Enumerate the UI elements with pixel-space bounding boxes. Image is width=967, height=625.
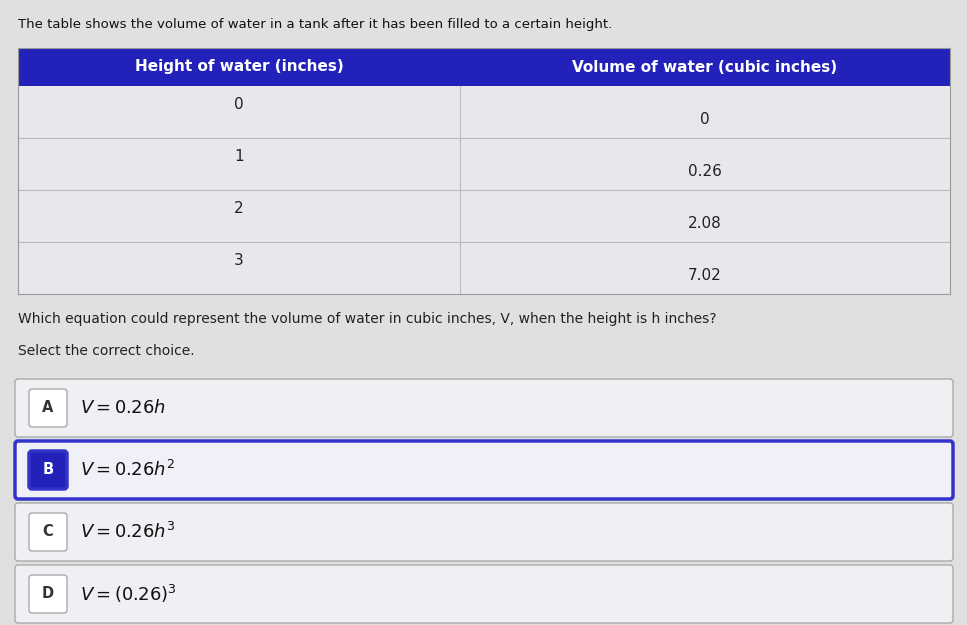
Text: 0.26: 0.26 bbox=[689, 164, 722, 179]
FancyBboxPatch shape bbox=[15, 503, 953, 561]
Text: Volume of water (cubic inches): Volume of water (cubic inches) bbox=[572, 59, 837, 74]
Text: $V = (0.26)^3$: $V = (0.26)^3$ bbox=[80, 583, 177, 605]
Text: A: A bbox=[43, 401, 54, 416]
Text: D: D bbox=[42, 586, 54, 601]
FancyBboxPatch shape bbox=[29, 575, 67, 613]
Text: Which equation could represent the volume of water in cubic inches, V, when the : Which equation could represent the volum… bbox=[18, 312, 717, 326]
FancyBboxPatch shape bbox=[18, 48, 950, 86]
Text: 7.02: 7.02 bbox=[689, 268, 722, 283]
Text: B: B bbox=[43, 462, 53, 478]
Text: $V = 0.26h^2$: $V = 0.26h^2$ bbox=[80, 460, 175, 480]
Text: 0: 0 bbox=[234, 97, 244, 112]
Text: 1: 1 bbox=[234, 149, 244, 164]
Text: Select the correct choice.: Select the correct choice. bbox=[18, 344, 194, 358]
Text: C: C bbox=[43, 524, 53, 539]
FancyBboxPatch shape bbox=[29, 451, 67, 489]
Text: 2: 2 bbox=[234, 201, 244, 216]
Text: $V = 0.26h^3$: $V = 0.26h^3$ bbox=[80, 522, 175, 542]
Text: 0: 0 bbox=[700, 112, 710, 128]
Text: Height of water (inches): Height of water (inches) bbox=[134, 59, 343, 74]
FancyBboxPatch shape bbox=[15, 379, 953, 437]
Text: $V = 0.26h$: $V = 0.26h$ bbox=[80, 399, 165, 417]
FancyBboxPatch shape bbox=[29, 513, 67, 551]
FancyBboxPatch shape bbox=[18, 86, 950, 294]
FancyBboxPatch shape bbox=[29, 389, 67, 427]
Text: 3: 3 bbox=[234, 253, 244, 268]
Text: 2.08: 2.08 bbox=[689, 216, 722, 231]
FancyBboxPatch shape bbox=[15, 441, 953, 499]
FancyBboxPatch shape bbox=[15, 565, 953, 623]
Text: The table shows the volume of water in a tank after it has been filled to a cert: The table shows the volume of water in a… bbox=[18, 18, 612, 31]
